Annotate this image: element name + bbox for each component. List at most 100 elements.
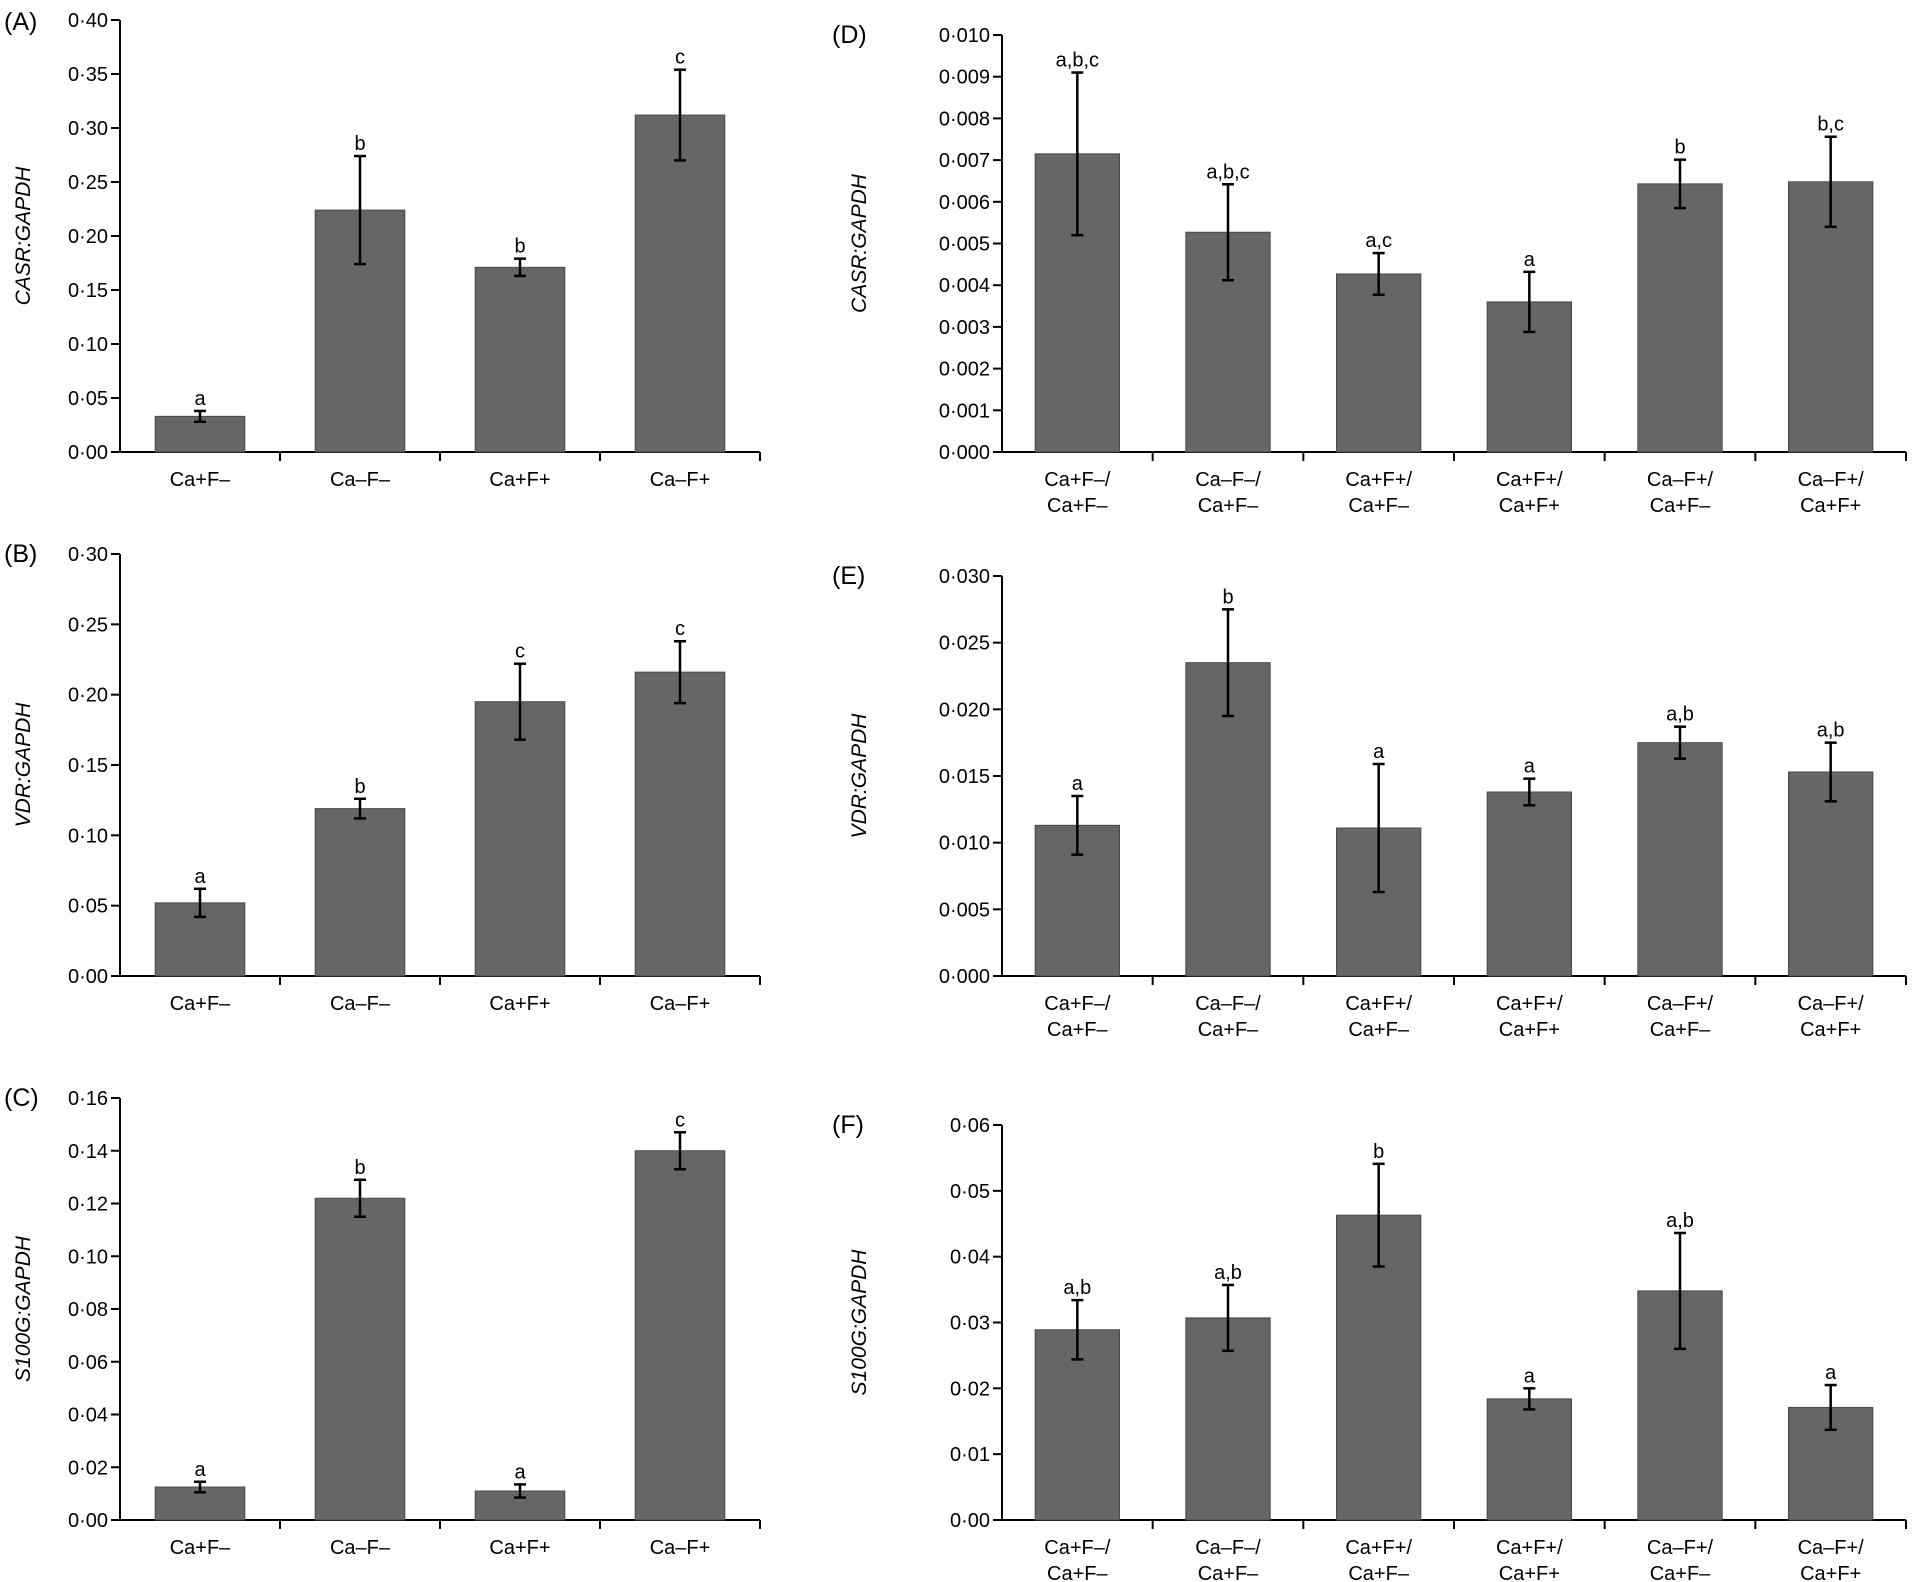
x-category-label: Ca+F– — [1198, 1019, 1259, 1041]
bar — [634, 671, 726, 977]
chart-panel-1: (A) CASR:GAPDH 0·00 0·05 0·10 0·15 0·20 0·25 0·3… — [4, 8, 761, 491]
x-category-label: Ca+F– — [1650, 1563, 1711, 1582]
x-category-label: Ca–F+ — [650, 993, 711, 1015]
y-tick-label: 0·002 — [939, 359, 990, 381]
y-axis-label: CASR:GAPDH — [848, 173, 871, 313]
y-tick-label: 0·05 — [68, 896, 108, 918]
significance-label: a — [514, 1461, 526, 1483]
y-tick-label: 0·010 — [939, 25, 990, 47]
bar — [1637, 742, 1723, 977]
y-tick-label: 0·15 — [68, 755, 108, 777]
significance-label: a — [1373, 741, 1385, 763]
chart-panel-3: (C) S100G:GAPDH 0·00 0·02 0·04 0·06 0·08 0·10 0·… — [4, 1084, 761, 1559]
bar — [314, 808, 406, 977]
significance-label: b — [354, 133, 365, 155]
significance-label: c — [515, 641, 525, 663]
bar — [1486, 791, 1573, 977]
bar — [1034, 1329, 1121, 1521]
significance-label: b — [354, 1157, 365, 1179]
panel-letter: (F) — [832, 1111, 864, 1139]
bar — [314, 1197, 406, 1521]
x-category-label: Ca–F+/ — [1798, 469, 1865, 491]
chart-panel-5: (E) VDR:GAPDH 0·000 0·005 0·010 0·015 0·020 0·0… — [832, 562, 1907, 1041]
y-tick-label: 0·00 — [950, 1510, 990, 1532]
x-category-label: Ca+F+ — [1800, 1019, 1861, 1041]
bar — [1335, 273, 1422, 453]
significance-label: c — [675, 618, 685, 640]
x-category-label: Ca+F+/ — [1496, 469, 1563, 491]
significance-label: b,c — [1817, 114, 1844, 136]
y-tick-label: 0·40 — [68, 10, 108, 32]
y-tick-label: 0·00 — [68, 1510, 108, 1532]
y-tick-label: 0·009 — [939, 67, 990, 89]
bar — [474, 701, 566, 977]
y-tick-label: 0·04 — [950, 1247, 990, 1269]
x-category-label: Ca–F– — [330, 993, 391, 1015]
significance-label: b — [1222, 586, 1233, 608]
y-tick-label: 0·30 — [68, 544, 108, 566]
y-tick-label: 0·25 — [68, 614, 108, 636]
y-tick-label: 0·10 — [68, 1246, 108, 1268]
significance-label: b — [514, 236, 525, 258]
panel-letter: (C) — [4, 1084, 39, 1112]
y-tick-label: 0·00 — [68, 966, 108, 988]
x-category-label: Ca+F– — [1650, 495, 1711, 517]
y-axis-label: CASR:GAPDH — [12, 166, 35, 306]
significance-label: b — [354, 776, 365, 798]
x-category-label: Ca+F+ — [1499, 495, 1560, 517]
y-tick-label: 0·00 — [68, 442, 108, 464]
x-category-label: Ca+F+ — [1499, 1019, 1560, 1041]
chart-panel-6: (F) S100G:GAPDH 0·00 0·01 0·02 0·03 0·04 0·05 0·… — [832, 1111, 1907, 1582]
x-category-label: Ca–F+/ — [1647, 993, 1714, 1015]
x-category-label: Ca+F+/ — [1345, 993, 1412, 1015]
x-category-label: Ca+F–/ — [1044, 993, 1111, 1015]
y-tick-label: 0·06 — [950, 1115, 990, 1137]
significance-label: a,b — [1666, 1210, 1694, 1232]
x-category-label: Ca–F+/ — [1647, 1537, 1714, 1559]
y-tick-label: 0·06 — [68, 1352, 108, 1374]
x-category-label: Ca+F– — [1650, 1019, 1711, 1041]
y-tick-label: 0·01 — [950, 1444, 990, 1466]
x-category-label: Ca+F– — [1047, 1019, 1108, 1041]
x-category-label: Ca+F– — [1348, 1563, 1409, 1582]
y-tick-label: 0·10 — [68, 825, 108, 847]
y-tick-label: 0·16 — [68, 1088, 108, 1110]
x-category-label: Ca+F– — [1348, 1019, 1409, 1041]
y-tick-label: 0·005 — [939, 234, 990, 256]
x-category-label: Ca+F+ — [489, 1537, 550, 1559]
significance-label: a — [1524, 756, 1536, 778]
y-tick-label: 0·12 — [68, 1194, 108, 1216]
y-axis-label: VDR:GAPDH — [12, 702, 35, 828]
y-tick-label: 0·02 — [68, 1457, 108, 1479]
bar — [634, 114, 726, 453]
significance-label: a — [1072, 773, 1084, 795]
y-tick-label: 0·03 — [950, 1313, 990, 1335]
y-tick-label: 0·015 — [939, 766, 990, 788]
y-tick-label: 0·30 — [68, 118, 108, 140]
x-category-label: Ca+F+/ — [1496, 993, 1563, 1015]
y-tick-label: 0·20 — [68, 685, 108, 707]
x-category-label: Ca–F+/ — [1647, 469, 1714, 491]
y-axis-label: S100G:GAPDH — [848, 1249, 871, 1396]
x-category-label: Ca+F– — [1047, 495, 1108, 517]
significance-label: a,b — [1666, 704, 1694, 726]
x-category-label: Ca+F– — [170, 1537, 231, 1559]
y-tick-label: 0·000 — [939, 442, 990, 464]
bar — [1637, 183, 1723, 453]
significance-label: b — [1373, 1141, 1384, 1163]
y-tick-label: 0·02 — [950, 1378, 990, 1400]
significance-label: a,b — [1063, 1277, 1091, 1299]
significance-label: a — [194, 388, 206, 410]
y-tick-label: 0·35 — [68, 64, 108, 86]
x-category-label: Ca+F+ — [1499, 1563, 1560, 1582]
x-category-label: Ca+F– — [170, 469, 231, 491]
x-category-label: Ca+F– — [1047, 1563, 1108, 1582]
x-category-label: Ca+F– — [170, 993, 231, 1015]
y-tick-label: 0·20 — [68, 226, 108, 248]
x-category-label: Ca+F+/ — [1345, 469, 1412, 491]
y-tick-label: 0·000 — [939, 966, 990, 988]
panel-letter: (B) — [4, 540, 37, 568]
x-category-label: Ca–F– — [330, 469, 391, 491]
bar — [1486, 1398, 1573, 1521]
